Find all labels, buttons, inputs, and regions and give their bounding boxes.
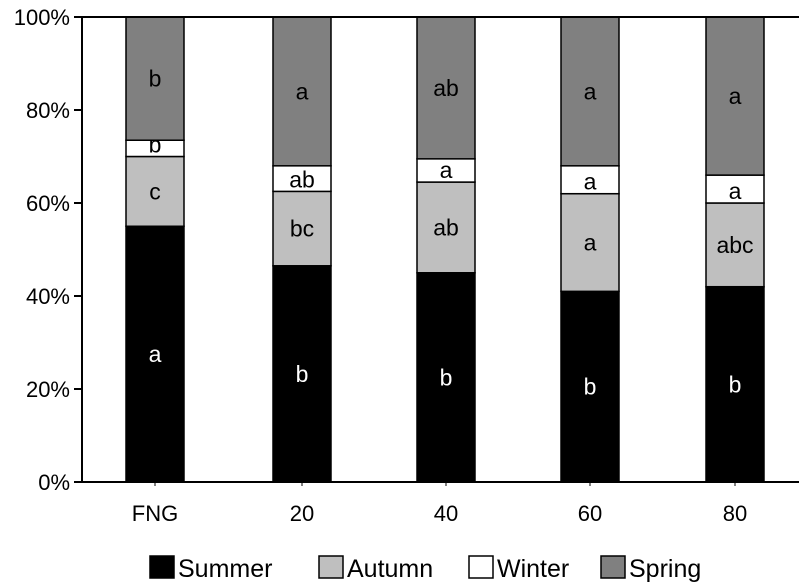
legend-swatch-spring [600,555,626,579]
bar-segment-spring [705,16,765,176]
y-tick-label: 20% [26,377,70,402]
bar-segment-label: b [149,66,162,92]
bar-segment-label: a [440,157,453,183]
bar-segment-autumn [705,202,765,288]
bar-segment-spring [125,16,185,141]
x-tick-label: FNG [132,501,178,526]
bar-segment-label: b [296,361,309,387]
bar-segment-label: bc [290,216,314,242]
bar-stack: b a a a [560,16,620,483]
x-tick-label: 60 [578,501,602,526]
bar-segment-label: abc [716,232,753,258]
bar-stack: b ab a ab [416,16,476,483]
legend-swatch-autumn [318,555,344,579]
bar-segment-label: b [584,374,597,400]
x-tick-label: 20 [290,501,314,526]
axes [81,16,799,483]
bar-stack: b abc a a [705,16,765,483]
legend: Summer Autumn Winter Spring [149,555,701,583]
bar-segment-spring [272,16,332,167]
bar-segment-label: a [584,78,597,104]
y-tick-label: 40% [26,284,70,309]
y-tick-label: 0% [38,470,70,495]
bar-segment-label: a [584,169,597,195]
bar-segment-autumn [125,155,185,227]
bar-segment-autumn [416,181,476,274]
bar-segment-autumn [272,190,332,267]
bar-segment-label: a [584,230,597,256]
x-tick-label: 40 [434,501,458,526]
bar-segment-winter [272,165,332,193]
bar-segment-label: b [440,364,453,390]
bar-segment-summer [705,285,765,483]
bar-segment-label: a [729,83,742,109]
legend-label-autumn: Autumn [347,555,433,583]
bar-segment-label: ab [433,75,459,101]
bar-segment-spring [416,16,476,160]
bar-segment-winter [705,174,765,204]
x-tick-label: 80 [723,501,747,526]
bar-segment-summer [272,265,332,483]
bar-segment-label: a [729,178,742,204]
bar-segment-spring [560,16,620,167]
y-tick-label: 80% [26,98,70,123]
legend-label-winter: Winter [497,555,569,583]
bar-segment-label: b [729,371,742,397]
bar-segment-label: c [149,178,161,204]
bar-segment-label: a [149,341,162,367]
y-tick-label: 60% [26,191,70,216]
bar-segment-summer [560,290,620,483]
legend-swatch-winter [468,555,494,579]
y-tick-label: 100% [14,5,70,30]
bar-segment-label: a [296,78,309,104]
legend-label-spring: Spring [629,555,701,583]
bar-segment-autumn [560,192,620,293]
bar-segment-label: ab [289,166,315,192]
legend-label-summer: Summer [178,555,272,583]
bar-segment-label: ab [433,214,459,240]
bar-stack: b bc ab a [272,16,332,483]
x-axis-labels: FNG 20 40 60 80 [132,482,747,526]
bar-segment-winter [560,165,620,195]
y-axis-ticks: 0% 20% 40% 60% 80% 100% [14,5,82,495]
legend-swatch-summer [149,555,175,579]
